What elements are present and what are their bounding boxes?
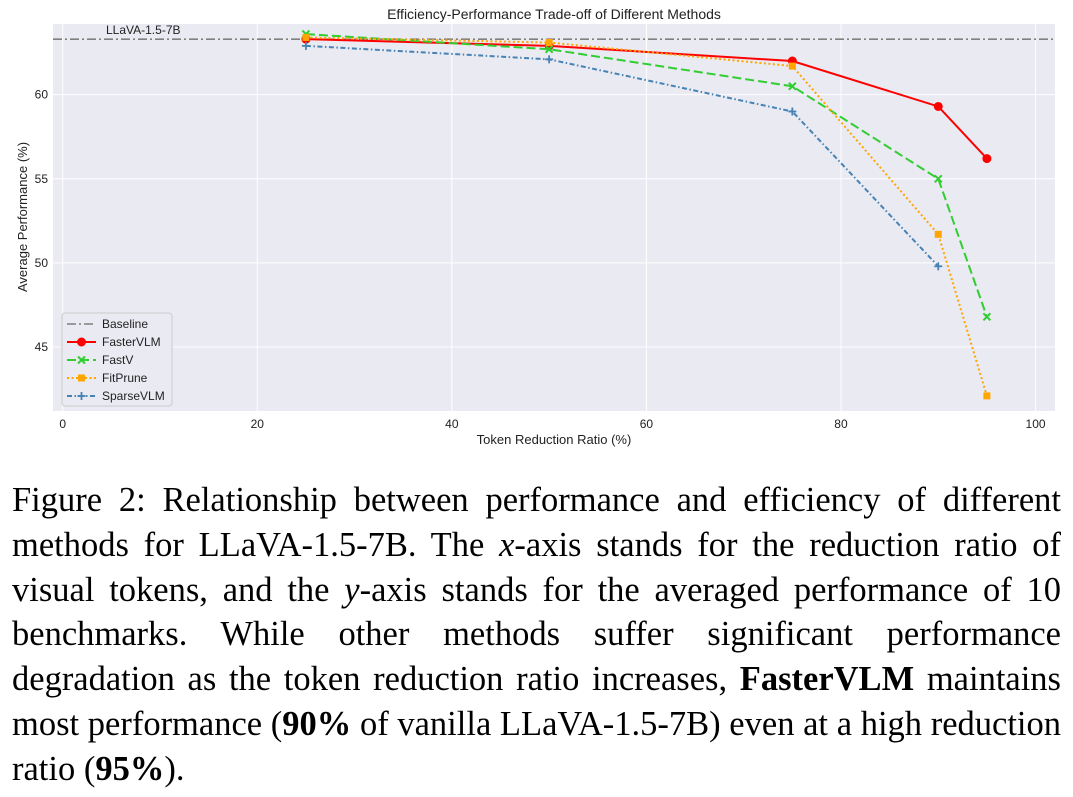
x-tick-label: 40 bbox=[445, 417, 459, 431]
caption-text: -axis stands for the reduction ratio of … bbox=[12, 525, 1062, 609]
caption-x-variable: x bbox=[499, 525, 515, 564]
caption-text: -axis stands for the averaged performanc… bbox=[12, 570, 1061, 699]
figure-caption: Figure 2: Relationship between performan… bbox=[12, 478, 1061, 792]
data-point-fastv bbox=[934, 174, 943, 184]
baseline-label: LLaVA-1.5-7B bbox=[106, 23, 181, 37]
data-point-fitprune bbox=[983, 392, 991, 400]
grid bbox=[53, 24, 1055, 411]
chart: LLaVA-1.5-7B 0 20 40 60 80 100 45 50 55 60 Effici… bbox=[15, 6, 1055, 447]
data-point-fastervlm bbox=[982, 154, 992, 164]
caption-text: maintains most performance ( bbox=[12, 660, 1061, 743]
caption-text: Figure 2: Relationship between performan… bbox=[12, 481, 1061, 564]
marker-stroke bbox=[934, 174, 943, 184]
legend-label: SparseVLM bbox=[102, 389, 165, 403]
caption-method-name: FasterVLM bbox=[739, 660, 915, 699]
legend-label: FitPrune bbox=[102, 371, 148, 385]
caption-y-variable: y bbox=[344, 570, 360, 609]
y-tick-label: 45 bbox=[35, 340, 49, 354]
legend-box bbox=[61, 312, 173, 407]
legend: Baseline FasterVLM FastV FitPrune SparseVLM bbox=[61, 312, 173, 407]
data-point-fitprune bbox=[788, 62, 796, 70]
data-point-fitprune bbox=[934, 230, 942, 238]
x-tick-label: 100 bbox=[1026, 417, 1046, 431]
x-tick-label: 20 bbox=[251, 417, 265, 431]
data-point-sparsevlm bbox=[301, 41, 310, 50]
x-tick-label: 0 bbox=[59, 417, 66, 431]
plot-area bbox=[53, 24, 1055, 411]
legend-marker bbox=[77, 355, 86, 365]
x-tick-label: 80 bbox=[834, 417, 848, 431]
legend-label: FastV bbox=[102, 353, 133, 367]
y-tick-label: 50 bbox=[35, 256, 49, 270]
data-point-sparsevlm bbox=[934, 262, 943, 271]
data-point-fastv bbox=[544, 45, 554, 54]
legend-marker bbox=[77, 337, 86, 347]
baseline: LLaVA-1.5-7B bbox=[53, 23, 1055, 40]
legend-marker bbox=[78, 374, 85, 382]
marker-stroke bbox=[788, 82, 797, 91]
data-point-sparsevlm bbox=[788, 107, 797, 116]
ticks: 0 20 40 60 80 100 45 50 55 60 bbox=[35, 88, 1046, 431]
legend-label: FasterVLM bbox=[102, 335, 161, 349]
caption-percent-95: 95% bbox=[95, 749, 165, 788]
marker-stroke bbox=[982, 312, 992, 321]
data-point-fastervlm bbox=[933, 101, 943, 111]
legend-marker bbox=[77, 392, 86, 400]
x-tick-label: 60 bbox=[640, 417, 654, 431]
y-tick-label: 55 bbox=[35, 172, 49, 186]
marker-stroke bbox=[77, 355, 86, 365]
caption-text: of vanilla LLaVA-1.5-7B) even at a high … bbox=[12, 704, 1061, 788]
series-line-sparsevlm bbox=[305, 44, 939, 267]
caption-text: ). bbox=[164, 749, 185, 788]
x-axis-label: Token Reduction Ratio (%) bbox=[477, 432, 632, 447]
data-point-sparsevlm bbox=[545, 55, 554, 64]
y-axis-label: Average Performance (%) bbox=[15, 142, 30, 292]
marker-stroke bbox=[544, 45, 554, 54]
data-point-fastv bbox=[982, 312, 992, 321]
data-point-fitprune bbox=[545, 39, 553, 47]
caption-percent-90: 90% bbox=[282, 704, 352, 743]
data-point-fastv bbox=[788, 82, 797, 91]
chart-title: Efficiency-Performance Trade-off of Diff… bbox=[387, 6, 721, 22]
data-point-fitprune bbox=[302, 33, 310, 41]
series-layer bbox=[301, 29, 992, 400]
y-tick-label: 60 bbox=[35, 88, 49, 102]
legend-label: Baseline bbox=[102, 317, 148, 331]
